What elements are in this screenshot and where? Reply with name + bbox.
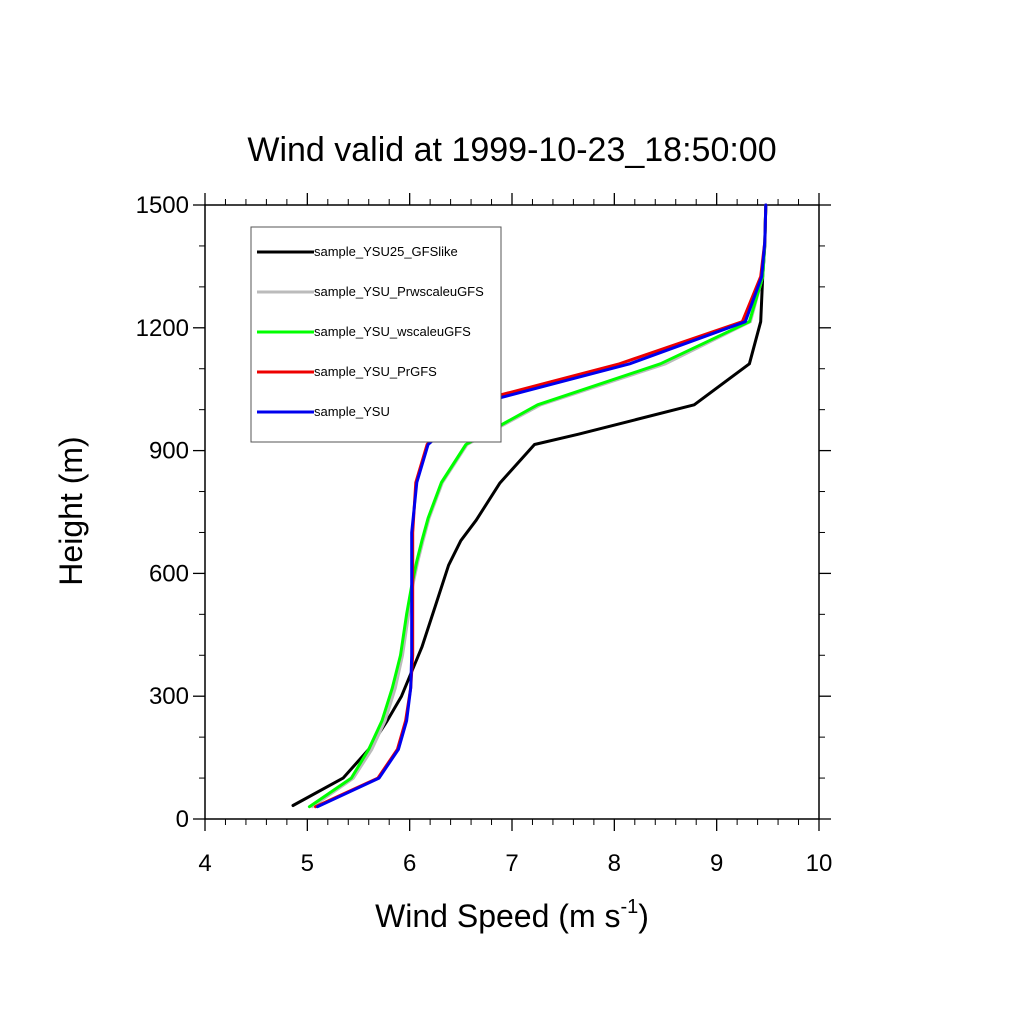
- x-tick-label: 6: [403, 850, 416, 877]
- x-tick-label: 5: [301, 850, 314, 877]
- legend-label: sample_YSU: [314, 404, 390, 419]
- y-tick-label: 0: [176, 806, 189, 833]
- x-tick-label: 4: [198, 850, 211, 877]
- x-axis-label-close: ): [638, 898, 649, 934]
- legend: sample_YSU25_GFSlike sample_YSU_Prwscaleu…: [250, 226, 502, 443]
- legend-box: [250, 226, 502, 443]
- x-tick-label: 7: [505, 850, 518, 877]
- legend-label: sample_YSU_wscaleuGFS: [314, 324, 471, 339]
- series-line-sample_YSU_wscaleuGFS: [307, 203, 768, 809]
- series-lines: [291, 203, 768, 809]
- x-axis-label-main: Wind Speed (m s: [375, 898, 620, 934]
- y-axis-label: Height (m): [53, 436, 89, 585]
- y-tick-label: 300: [149, 683, 189, 710]
- y-tick-label: 900: [149, 438, 189, 465]
- x-axis-label-exponent: -1: [620, 896, 638, 918]
- legend-label: sample_YSU_PrGFS: [314, 364, 437, 379]
- legend-label: sample_YSU25_GFSlike: [314, 244, 458, 259]
- series-line-sample_YSU: [316, 203, 768, 809]
- x-tick-label: 8: [608, 850, 621, 877]
- x-tick-label: 9: [710, 850, 723, 877]
- y-tick-label: 1200: [136, 315, 189, 342]
- y-tick-label: 1500: [136, 192, 189, 219]
- chart-title: Wind valid at 1999-10-23_18:50:00: [247, 131, 776, 169]
- axis-ticks: 4 5 6 7 8 9 10 0 300 600 900 1200 1500: [136, 192, 833, 877]
- series-line-sample_YSU25_GFSlike: [291, 203, 768, 807]
- legend-label: sample_YSU_PrwscaleuGFS: [314, 284, 484, 299]
- x-axis-label: Wind Speed (m s-1): [375, 896, 649, 934]
- x-tick-label: 10: [806, 850, 833, 877]
- y-tick-label: 600: [149, 560, 189, 587]
